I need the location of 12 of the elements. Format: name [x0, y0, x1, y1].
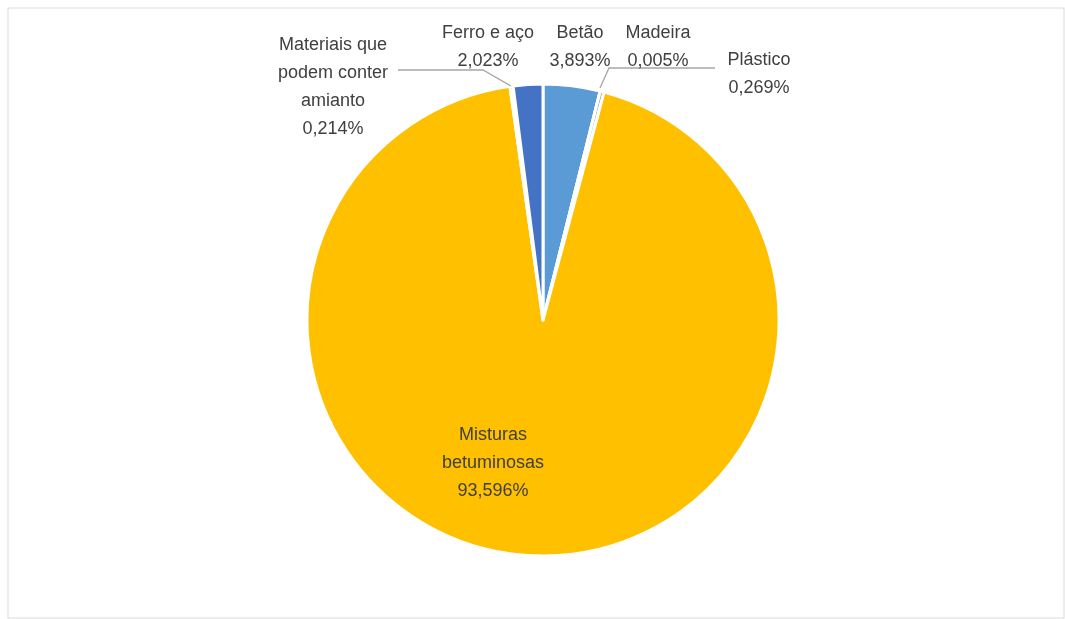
slice-label: Plástico — [727, 49, 791, 69]
data-label: 0,214% — [302, 118, 364, 138]
slice-label: Madeira — [625, 22, 692, 42]
slice-label: Ferro e aço — [441, 22, 535, 42]
data-label: 3,893% — [549, 50, 611, 70]
slice-label: Misturas betuminosas — [441, 424, 545, 472]
slice-label: Betão — [556, 22, 604, 42]
data-label: 2,023% — [457, 50, 519, 70]
data-label: 93,596% — [457, 480, 529, 500]
slice-label: Materiais que podem conter amianto — [277, 34, 389, 110]
data-label: 0,005% — [627, 50, 689, 70]
data-label: 0,269% — [728, 77, 790, 97]
